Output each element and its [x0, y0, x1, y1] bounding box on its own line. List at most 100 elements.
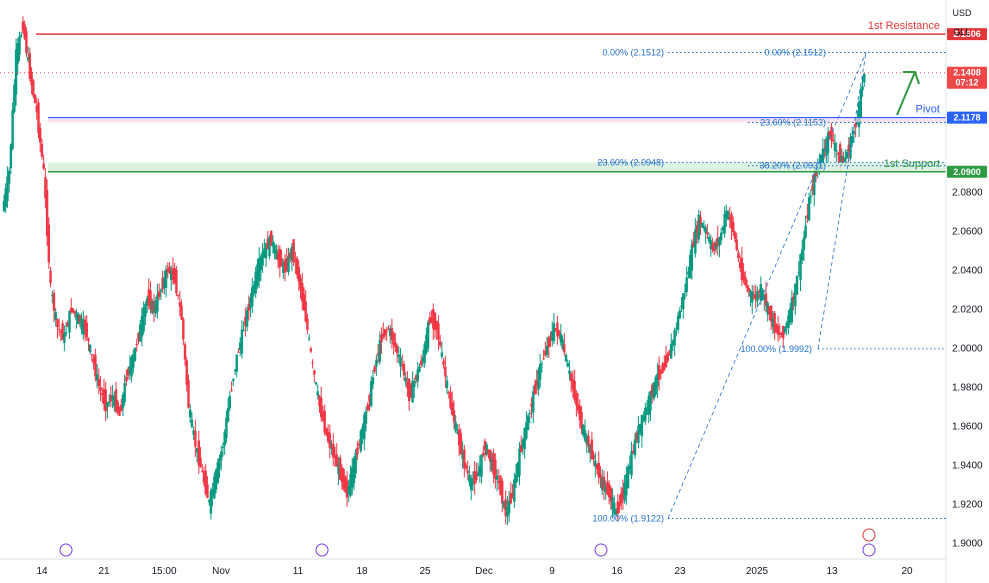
candle-body	[264, 243, 268, 259]
y-tick-label: 2.0800	[952, 187, 983, 198]
candle-body	[154, 300, 157, 314]
candle-body	[678, 310, 682, 319]
candle-body	[373, 366, 376, 372]
fib-label: 0.00% (2.1512)	[602, 47, 664, 57]
candle-body	[21, 21, 25, 32]
candle-body	[401, 364, 404, 366]
candle-body	[156, 294, 159, 312]
support-zone	[48, 162, 946, 172]
candle-body	[313, 370, 316, 375]
candle-body	[309, 348, 313, 352]
candle-body	[563, 344, 566, 353]
candle-body	[14, 49, 18, 95]
x-axis-ticks: 14 21 15:00 Nov 11 18 25 Dec 9 16 23 2025 13 20	[36, 566, 913, 577]
candle-body	[425, 334, 428, 353]
candle-body	[273, 245, 276, 254]
candle-body	[142, 307, 145, 332]
candle-body	[716, 237, 719, 247]
candle-body	[226, 407, 230, 422]
candle-body	[523, 427, 526, 450]
candle-body	[437, 323, 440, 340]
candle-body	[682, 293, 685, 309]
candle-body	[718, 238, 721, 246]
candle-body	[840, 155, 844, 166]
candle-body	[371, 377, 375, 385]
candle-body	[118, 409, 121, 416]
fib-layer: 0.00% (2.1512) 0.00% (2.1512) 23.60% (2.11…	[592, 47, 946, 523]
candle-body	[283, 260, 287, 273]
candle-body	[57, 328, 61, 330]
candle-body	[261, 251, 264, 266]
candle-body	[120, 404, 123, 412]
candle-body	[621, 488, 625, 499]
candle-body	[304, 301, 307, 322]
candle-body	[297, 266, 301, 282]
candle-body	[490, 458, 494, 470]
candle-body	[157, 291, 161, 298]
candle-body	[447, 392, 450, 394]
candle-body	[497, 480, 500, 483]
candle-body	[669, 344, 673, 359]
resistance-price-tag: 2.1606	[953, 29, 981, 39]
candle-body	[702, 226, 706, 229]
candle-body	[213, 476, 216, 499]
candle-body	[547, 337, 550, 348]
candle-body	[511, 492, 514, 497]
candle-body	[4, 188, 7, 208]
candle-body	[776, 325, 780, 335]
candle-body	[292, 239, 295, 263]
candle-body	[714, 244, 718, 249]
candle-body	[633, 439, 637, 456]
candles-layer	[2, 16, 866, 526]
candle-body	[664, 355, 668, 368]
candle-body	[182, 318, 185, 340]
candle-body	[64, 332, 68, 334]
candle-body	[225, 417, 228, 439]
candle-body	[780, 336, 783, 338]
candle-body	[637, 426, 640, 444]
support-label: 1st Support	[884, 158, 940, 170]
candle-body	[768, 306, 771, 315]
x-tick-label: 11	[293, 566, 304, 577]
candle-body	[282, 262, 285, 274]
candle-body	[482, 453, 485, 456]
candle-body	[559, 333, 563, 343]
candle-body	[368, 394, 371, 402]
candle-body	[413, 381, 416, 387]
candle-body	[175, 269, 178, 294]
candle-body	[220, 451, 223, 461]
candle-body	[47, 224, 51, 263]
candle-body	[504, 499, 507, 517]
candle-body	[651, 385, 654, 397]
candle-body	[418, 366, 421, 372]
candle-body	[757, 291, 761, 293]
candle-body	[433, 313, 437, 331]
candle-body	[92, 358, 95, 364]
candle-body	[675, 327, 678, 329]
candle-body	[249, 297, 252, 308]
candle-body	[385, 330, 388, 332]
candle-body	[382, 333, 385, 338]
candle-body	[683, 290, 687, 292]
candle-body	[232, 379, 235, 381]
candle-body	[687, 271, 690, 275]
candle-body	[328, 433, 332, 449]
candle-body	[94, 354, 97, 377]
candle-body	[320, 397, 323, 418]
candle-body	[464, 465, 468, 469]
candle-body	[235, 354, 238, 372]
candle-body	[302, 294, 306, 311]
candle-body	[326, 431, 330, 442]
candle-body	[695, 225, 699, 233]
candle-body	[814, 170, 818, 177]
candle-body	[642, 415, 645, 420]
candle-body	[704, 227, 707, 234]
candle-body	[25, 31, 28, 54]
candle-body	[114, 389, 118, 412]
support-price-tag: 2.0900	[953, 167, 981, 177]
candle-body	[852, 131, 856, 135]
candle-body	[102, 389, 106, 405]
candle-body	[644, 407, 647, 422]
event-markers[interactable]	[59, 528, 876, 557]
